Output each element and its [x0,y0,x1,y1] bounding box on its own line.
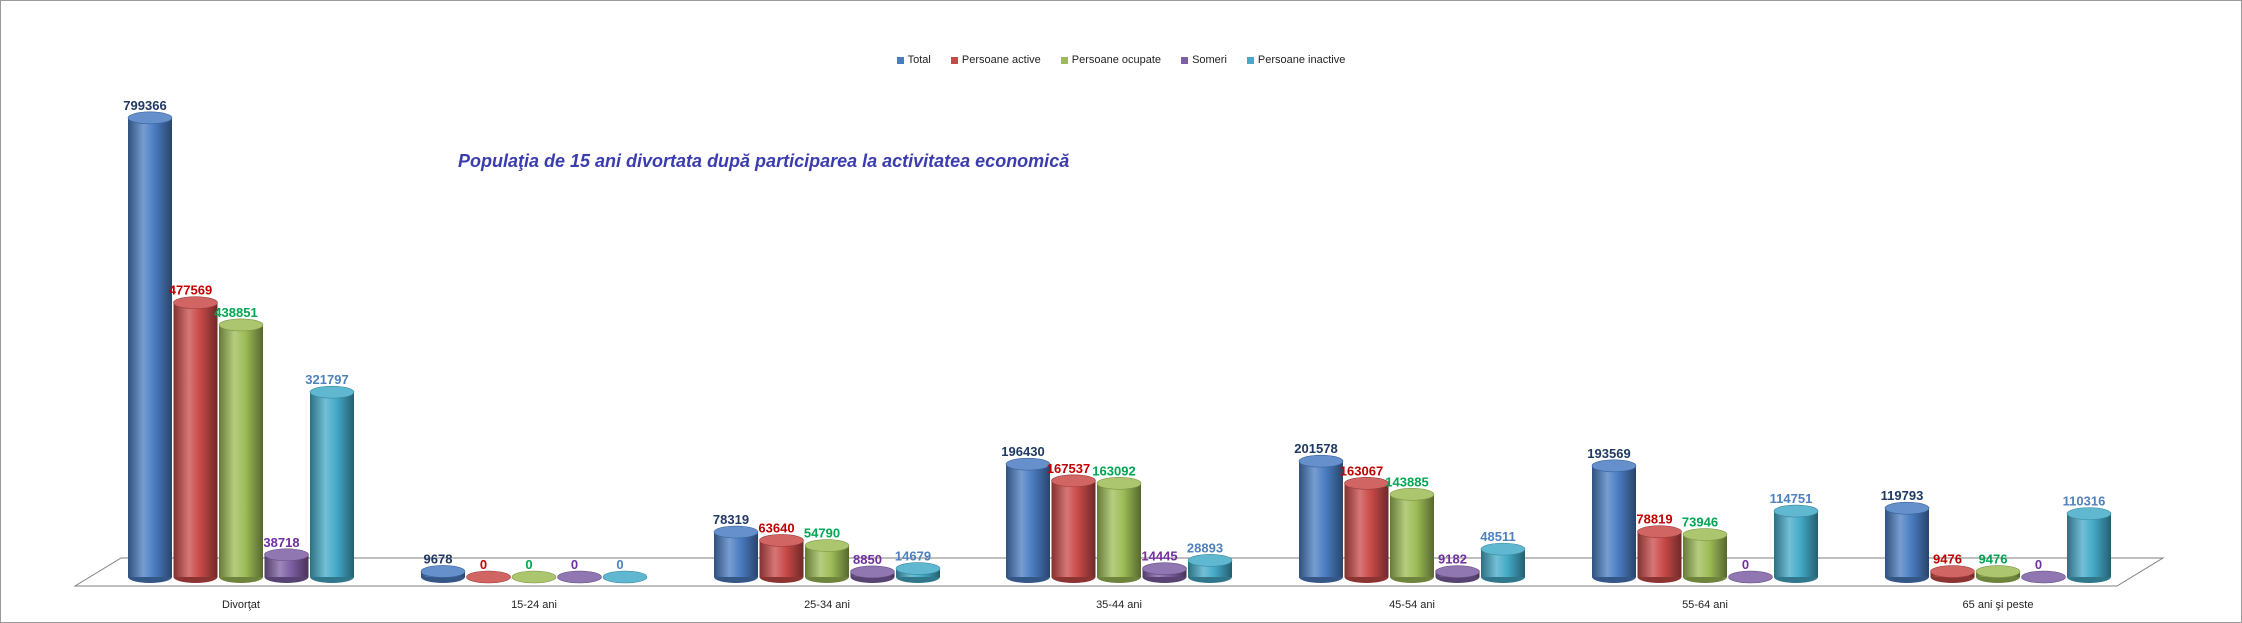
bar-someri-6 [2021,570,2066,584]
data-label: 163092 [1092,463,1135,478]
bar-total-0 [127,111,173,583]
bar-someri-4 [1435,565,1480,583]
data-label: 78819 [1636,512,1672,527]
bar-total-6 [1884,501,1930,583]
bar-persoane-inactive-0 [309,385,355,583]
bar-persoane-inactive-2 [895,562,941,583]
bar-persoane-active-2 [759,534,804,583]
x-tick-label: 65 ani şi peste [1963,599,2034,611]
x-tick-label: Divorţat [222,599,260,611]
data-label: 0 [571,557,578,572]
bar-someri-5 [1728,570,1773,584]
data-label: 110316 [2063,494,2106,509]
bar-persoane-ocupate-3 [1096,477,1142,583]
legend-item: Persoane ocupate [1060,54,1162,66]
data-label: 477569 [169,283,212,298]
data-label: 321797 [305,372,348,387]
data-label: 201578 [1294,441,1337,456]
bar-total-3 [1005,457,1051,583]
data-label: 143885 [1385,474,1428,489]
data-label: 119793 [1881,488,1924,503]
legend-label: Someri [1192,54,1227,66]
chart-title: Populaţia de 15 ani divortata după parti… [458,151,1070,171]
legend-swatch [1181,56,1189,64]
bar-total-5 [1591,459,1637,583]
bar-persoane-active-5 [1637,525,1682,583]
legend-swatch [896,56,904,64]
bar-someri-1 [557,570,602,584]
data-label: 48511 [1480,529,1515,544]
bar-persoane-ocupate-0 [218,318,264,583]
bar-persoane-ocupate-6 [1975,565,2021,583]
data-label: 9476 [1933,552,1962,567]
chart-legend: Total Persoane active Persoane ocupate Some… [0,54,2242,66]
bar-persoane-inactive-3 [1187,554,1233,583]
bar-persoane-inactive-4 [1480,542,1526,583]
data-label: 9476 [1979,552,2008,567]
legend-item: Persoane inactive [1246,54,1346,66]
x-tick-label: 55-64 ani [1682,599,1728,611]
x-tick-label: 45-54 ani [1389,599,1435,611]
bar-someri-0 [264,548,309,583]
data-label: 0 [616,557,623,572]
bar-total-1 [420,565,466,583]
bar-persoane-ocupate-1 [511,570,557,584]
x-tick-label: 35-44 ani [1096,599,1142,611]
legend-label: Total [907,54,931,66]
legend-label: Persoane ocupate [1071,54,1162,66]
data-label: 799366 [123,98,166,113]
bar-persoane-active-3 [1051,474,1096,583]
data-label: 73946 [1682,515,1718,530]
data-label: 28893 [1187,540,1223,555]
data-label: 78319 [713,512,749,527]
legend-item: Persoane active [950,54,1041,66]
data-label: 167537 [1047,461,1090,476]
legend-label: Persoane active [961,54,1041,66]
bar-someri-2 [850,565,895,583]
data-label: 8850 [853,552,882,567]
data-label: 114751 [1770,491,1813,506]
data-label: 9182 [1438,552,1467,567]
data-label: 14679 [895,549,931,564]
bar-total-4 [1298,454,1344,583]
x-tick-label: 25-34 ani [804,599,850,611]
bar-persoane-ocupate-2 [804,539,850,583]
data-label: 14445 [1141,549,1177,564]
bar-persoane-inactive-5 [1773,504,1819,583]
data-label: 38718 [263,535,299,550]
x-tick-label: 15-24 ani [511,599,557,611]
bar-persoane-active-4 [1344,477,1389,583]
legend-swatch [950,56,958,64]
data-label: 63640 [758,520,794,535]
data-label: 0 [525,557,532,572]
data-label: 163067 [1340,463,1383,478]
bar-persoane-inactive-6 [2066,507,2112,583]
data-label: 193569 [1587,446,1630,461]
data-label: 438851 [214,305,257,320]
bar-persoane-ocupate-4 [1389,488,1435,583]
bar-someri-3 [1142,562,1187,583]
legend-item: Someri [1181,54,1227,66]
bar-persoane-active-6 [1930,565,1975,583]
bar-persoane-inactive-1 [602,570,648,584]
legend-item: Total [896,54,931,66]
data-label: 0 [1742,557,1749,572]
data-label: 0 [480,557,487,572]
data-label: 196430 [1001,444,1044,459]
legend-swatch [1060,56,1068,64]
bar-persoane-active-0 [173,296,218,583]
legend-label: Persoane inactive [1257,54,1346,66]
legend-swatch [1246,56,1254,64]
data-label: 9678 [424,551,453,566]
bar-persoane-ocupate-5 [1682,528,1728,583]
bar-total-2 [713,525,759,583]
bar-persoane-active-1 [466,570,511,584]
data-label: 54790 [804,526,840,541]
data-label: 0 [2035,557,2042,572]
